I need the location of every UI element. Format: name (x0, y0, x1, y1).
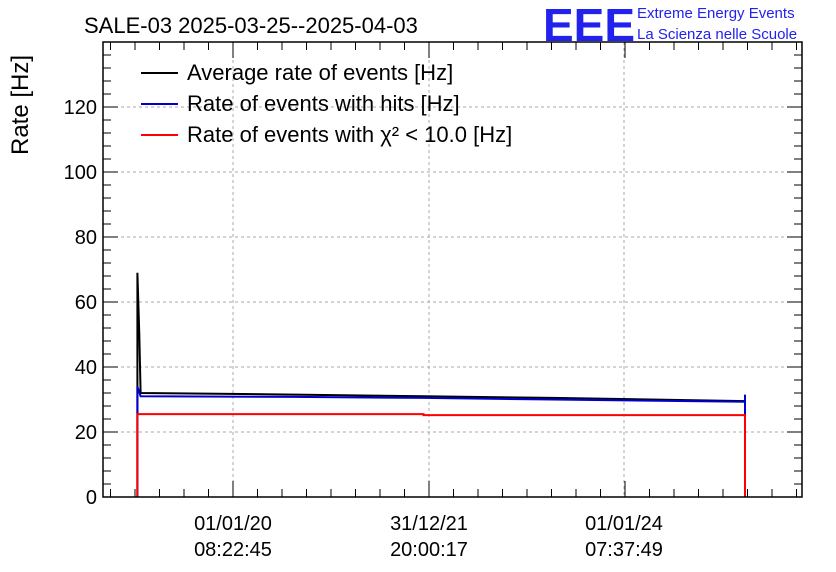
y-tick-label: 20 (75, 422, 97, 444)
x-tick-label-time: 20:00:17 (390, 539, 468, 561)
eee-logo-line2: La Scienza nelle Scuole (637, 26, 797, 43)
y-tick-label: 40 (75, 357, 97, 379)
x-tick-label-time: 07:37:49 (585, 539, 663, 561)
legend-label-1: Average rate of events [Hz] (187, 60, 453, 85)
series-line-1 (136, 272, 746, 497)
series-line-3 (136, 413, 746, 497)
y-axis: 0 20 40 60 80 100 120 (64, 41, 802, 509)
y-tick-label: 60 (75, 292, 97, 314)
x-tick-label-time: 08:22:45 (194, 539, 272, 561)
y-tick-label: 80 (75, 227, 97, 249)
eee-logo-line1: Extreme Energy Events (637, 5, 795, 22)
x-tick-label-date: 01/01/20 (194, 513, 272, 535)
legend-label-2: Rate of events with hits [Hz] (187, 91, 460, 116)
series-line-2 (136, 386, 746, 497)
legend-label-3: Rate of events with χ² < 10.0 [Hz] (187, 122, 512, 147)
chart-title: SALE-03 2025-03-25--2025-04-03 (84, 13, 418, 38)
y-axis-title: Rate [Hz] (7, 55, 34, 155)
y-tick-label: 0 (86, 487, 97, 509)
legend: Average rate of events [Hz] Rate of event… (141, 60, 512, 147)
grid (103, 42, 802, 497)
eee-logo: EEE Extreme Energy Events La Scienza nel… (543, 0, 797, 51)
plot-area-border (102, 41, 803, 498)
y-tick-label: 100 (64, 162, 97, 184)
plot-frame (102, 41, 803, 498)
eee-logo-mark: EEE (543, 0, 635, 51)
x-tick-label-date: 01/01/24 (585, 513, 663, 535)
x-axis: 01/01/20 08:22:45 31/12/21 20:00:17 01/01/24… (110, 42, 797, 561)
x-tick-label-date: 31/12/21 (390, 513, 468, 535)
y-tick-label: 120 (64, 97, 97, 119)
series-layer (136, 272, 746, 497)
